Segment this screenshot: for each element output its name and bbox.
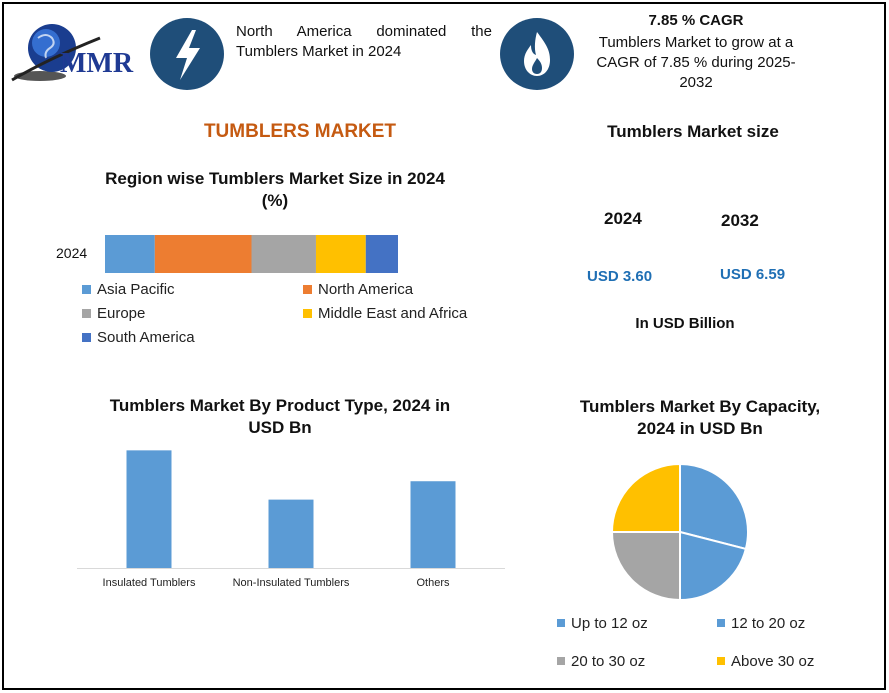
region-category-label: 2024	[56, 245, 88, 261]
pie-slice-12-to-20-oz	[679, 530, 748, 602]
logo-text: MMR	[60, 48, 134, 79]
legend-item-north-america: North America	[303, 281, 413, 298]
legend-item-europe: Europe	[82, 305, 145, 322]
bar-others	[410, 481, 456, 568]
value-2032: USD 6.59	[720, 266, 786, 283]
cagr-text: Tumblers Market to grow at a CAGR of 7.8…	[596, 34, 796, 91]
x-tick-label: Insulated Tumblers	[103, 577, 196, 589]
lightning-icon	[176, 30, 200, 80]
logo: MMR	[10, 18, 145, 83]
stacked-segment-europe	[251, 235, 316, 273]
capacity-chart-title: Tumblers Market By Capacity, 2024 in USD…	[579, 397, 821, 438]
product-chart-title: Tumblers Market By Product Type, 2024 in…	[109, 396, 451, 437]
highlight-badge	[150, 18, 224, 90]
legend-label: Middle East and Africa	[318, 305, 468, 322]
stacked-segment-south-america	[365, 235, 398, 273]
x-tick-label: Others	[416, 577, 450, 589]
region-stacked-bar	[105, 235, 398, 273]
pie-legend-item-up-to-12-oz: Up to 12 oz	[557, 615, 648, 632]
legend-label: Asia Pacific	[97, 281, 175, 298]
value-2024: USD 3.60	[587, 268, 653, 285]
legend-item-middle-east-and-africa: Middle East and Africa	[303, 305, 467, 322]
region-chart-title: Region wise Tumblers Market Size in 2024…	[105, 169, 445, 210]
stacked-segment-north-america	[154, 235, 252, 273]
year-2024-label: 2024	[604, 209, 642, 228]
stacked-segment-middle-east-and-africa	[315, 235, 366, 273]
legend-swatch	[717, 657, 725, 666]
capacity-pie-chart	[610, 462, 749, 602]
legend-swatch	[557, 657, 565, 666]
legend-swatch	[303, 284, 312, 294]
pie-legend-item-above-30-oz: Above 30 oz	[717, 653, 814, 670]
legend-swatch	[717, 619, 725, 628]
legend-label: Europe	[97, 305, 146, 322]
legend-swatch	[557, 619, 565, 628]
legend-label: 12 to 20 oz	[731, 615, 806, 632]
main-title: TUMBLERS MARKET	[203, 121, 397, 142]
legend-label: Up to 12 oz	[571, 615, 648, 632]
pie-legend-item-12-to-20-oz: 12 to 20 oz	[717, 615, 805, 632]
globe-icon	[11, 24, 101, 82]
legend-label: Above 30 oz	[731, 653, 815, 670]
cagr-badge	[500, 18, 574, 90]
bar-non-insulated-tumblers	[268, 499, 314, 568]
x-tick-label: Non-Insulated Tumblers	[233, 577, 350, 589]
legend-swatch	[82, 308, 91, 318]
legend-label: South America	[97, 329, 195, 346]
pie-slice-above-30-oz	[610, 462, 681, 533]
legend-label: North America	[318, 281, 414, 298]
legend-swatch	[303, 308, 312, 318]
legend-item-asia-pacific: Asia Pacific	[82, 281, 175, 298]
highlight-text: North America dominated the Tumblers Mar…	[236, 23, 492, 60]
cagr-title: 7.85 % CAGR	[648, 12, 744, 29]
unit-label: In USD Billion	[635, 315, 735, 332]
pie-slice-up-to-12-oz	[679, 462, 749, 551]
legend-item-south-america: South America	[82, 329, 195, 346]
market-size-title: Tumblers Market size	[607, 122, 779, 141]
pie-legend-item-20-to-30-oz: 20 to 30 oz	[557, 653, 645, 670]
flame-icon	[524, 32, 550, 76]
pie-slice-20-to-30-oz	[610, 531, 681, 602]
bar-insulated-tumblers	[126, 450, 172, 568]
stacked-segment-asia-pacific	[105, 235, 155, 273]
year-2032-label: 2032	[721, 211, 759, 230]
legend-label: 20 to 30 oz	[571, 653, 646, 670]
legend-swatch	[82, 284, 91, 294]
product-bar-chart: Insulated Tumblers Non-Insulated Tumblers…	[77, 450, 505, 589]
legend-swatch	[82, 332, 91, 342]
